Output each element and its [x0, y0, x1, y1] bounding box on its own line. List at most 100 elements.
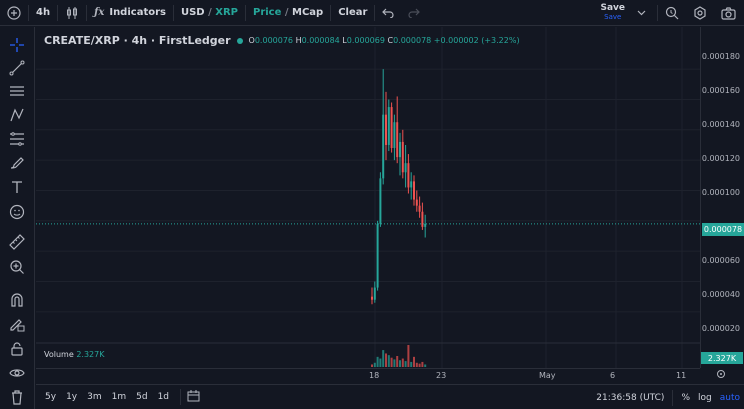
open-label: O — [248, 36, 255, 45]
emoji-icon[interactable] — [7, 202, 27, 222]
volume-bar — [373, 362, 376, 367]
time-tick: 11 — [676, 371, 687, 380]
candle-body — [418, 205, 421, 212]
volume-bar — [379, 358, 382, 367]
save-menu-chevron-icon[interactable] — [631, 3, 651, 23]
price-mcap-toggle[interactable]: Price / MCap — [246, 0, 330, 26]
range-5d-button[interactable]: 5d — [136, 392, 148, 402]
time-axis[interactable]: 18 23 May 6 11 — [36, 368, 700, 383]
text-tool-icon[interactable] — [7, 177, 27, 197]
zoom-in-icon[interactable] — [7, 257, 27, 277]
price-tick: 0.000020 — [701, 324, 740, 333]
pitchfork-icon[interactable] — [7, 105, 27, 125]
volume-legend: Volume 2.327K — [44, 350, 104, 359]
volume-bar — [393, 359, 396, 367]
eye-icon[interactable] — [7, 363, 27, 383]
bottom-toolbar: 5y 1y 3m 1m 5d 1d 21:36:58 (UTC) % log a… — [36, 384, 744, 409]
trend-line-icon[interactable] — [7, 58, 27, 78]
top-toolbar: 4h ƒx Indicators USD / XRP Price / MCap … — [0, 0, 744, 26]
horizontal-lines-icon[interactable] — [7, 81, 27, 101]
candle-body — [401, 141, 404, 173]
fib-retracement-icon[interactable] — [7, 129, 27, 149]
undo-icon — [382, 8, 394, 18]
candle-body — [413, 181, 415, 200]
indicators-button[interactable]: ƒx Indicators — [87, 0, 173, 26]
volume-bar — [404, 361, 407, 367]
settings-gear-icon[interactable] — [690, 3, 710, 23]
chart-canvas — [36, 27, 700, 368]
price-option: Price — [252, 7, 282, 18]
price-tick: 0.000160 — [701, 86, 740, 95]
magnet-icon[interactable] — [7, 290, 27, 310]
price-chart[interactable] — [36, 27, 700, 368]
drawing-toolbar — [0, 27, 35, 409]
price-tick: 0.000140 — [701, 120, 740, 129]
undo-button[interactable] — [375, 0, 401, 26]
screenshot-camera-icon[interactable] — [718, 3, 738, 23]
time-tick: May — [539, 371, 556, 380]
volume-bar — [382, 350, 385, 367]
utc-clock[interactable]: 21:36:58 (UTC) — [596, 392, 665, 403]
time-tick: 18 — [369, 371, 380, 380]
candle-body — [399, 141, 401, 158]
volume-badge: 2.327K — [701, 352, 743, 364]
save-button[interactable]: Save Save — [594, 4, 631, 22]
log-scale-toggle[interactable]: log — [698, 392, 712, 403]
lock-icon[interactable] — [7, 339, 27, 359]
currency-xrp: XRP — [215, 7, 238, 18]
time-tick: 6 — [610, 371, 616, 380]
auto-scale-toggle[interactable]: auto — [719, 392, 740, 403]
brush-icon[interactable] — [7, 153, 27, 173]
quick-search-icon[interactable] — [662, 3, 682, 23]
add-symbol-button[interactable] — [0, 0, 28, 26]
fx-icon: ƒx — [94, 7, 105, 18]
range-1y-button[interactable]: 1y — [66, 392, 78, 402]
candle-body — [421, 211, 424, 227]
clear-button[interactable]: Clear — [338, 7, 368, 18]
lock-pencil-icon[interactable] — [7, 314, 27, 334]
divider — [657, 5, 658, 21]
price-tick: 0.000100 — [701, 188, 740, 197]
crosshair-icon[interactable] — [7, 35, 27, 55]
range-5y-button[interactable]: 5y — [45, 392, 57, 402]
price-tick: 0.000060 — [701, 256, 740, 265]
currency-usd: USD — [180, 7, 205, 18]
range-1m-button[interactable]: 1m — [111, 392, 127, 402]
candle-body — [390, 107, 393, 149]
redo-icon — [408, 8, 421, 18]
open-value: 0.000076 — [254, 36, 294, 45]
volume-bar — [387, 355, 390, 367]
divider — [28, 4, 29, 21]
change-value: +0.000002 (+3.22%) — [433, 36, 520, 45]
range-1d-button[interactable]: 1d — [157, 392, 170, 402]
ruler-icon[interactable] — [7, 232, 27, 252]
low-value: 0.000069 — [346, 36, 385, 45]
chart-type-button[interactable] — [58, 0, 86, 26]
indicators-label: Indicators — [109, 7, 166, 18]
candle-body — [410, 181, 413, 188]
volume-bar — [396, 356, 399, 367]
candle-body — [385, 114, 387, 145]
volume-bar — [385, 353, 387, 367]
price-axis[interactable]: 0.000180 0.000160 0.000140 0.000120 0.00… — [700, 27, 744, 368]
divider — [374, 4, 376, 21]
bottom-toolbar-right: 21:36:58 (UTC) % log auto — [596, 385, 740, 409]
date-range-calendar-icon[interactable] — [187, 389, 200, 405]
candle-body — [404, 163, 407, 173]
range-3m-button[interactable]: 3m — [87, 392, 102, 402]
interval-button[interactable]: 4h — [36, 7, 51, 18]
currency-toggle[interactable]: USD / XRP — [174, 0, 245, 26]
symbol-legend: CREATE/XRP · 4h · FirstLedger O0.000076 … — [44, 34, 520, 47]
mcap-option: MCap — [292, 7, 324, 18]
scale-settings-icon[interactable] — [716, 369, 726, 382]
redo-button[interactable] — [401, 0, 427, 26]
trash-icon[interactable] — [7, 387, 27, 407]
percent-scale-toggle[interactable]: % — [681, 392, 690, 403]
time-tick: 23 — [436, 371, 447, 380]
save-label: Save — [600, 3, 625, 13]
symbol-title[interactable]: CREATE/XRP · 4h · FirstLedger — [44, 34, 231, 47]
close-label: C — [387, 36, 394, 45]
volume-bar — [418, 363, 421, 367]
candle-body — [376, 223, 379, 288]
divider — [57, 4, 59, 21]
